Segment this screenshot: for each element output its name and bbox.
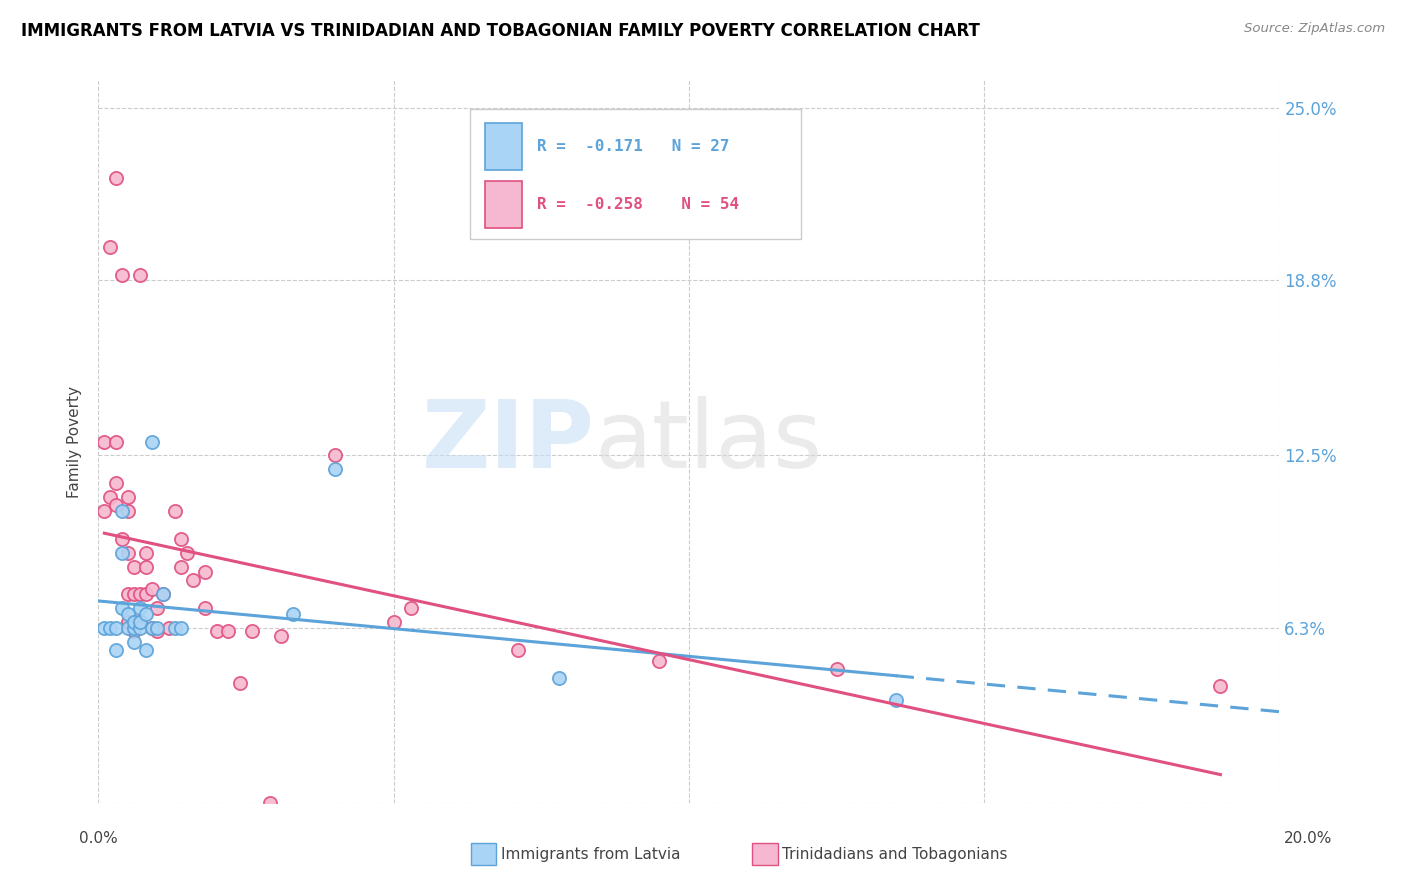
Point [105, 643, 128, 657]
Point [117, 615, 139, 630]
FancyBboxPatch shape [485, 181, 523, 227]
Point [135, 587, 157, 601]
Point [111, 601, 134, 615]
Point [259, 796, 281, 810]
Text: Trinidadians and Tobagonians: Trinidadians and Tobagonians [782, 847, 1007, 862]
Point [170, 532, 193, 546]
Text: R =  -0.171   N = 27: R = -0.171 N = 27 [537, 139, 730, 154]
Point [548, 671, 571, 685]
Point [117, 546, 139, 560]
Point [146, 621, 169, 635]
Point [283, 607, 305, 621]
Text: Immigrants from Latvia: Immigrants from Latvia [501, 847, 681, 862]
Point [323, 449, 346, 463]
Point [194, 565, 217, 579]
Y-axis label: Family Poverty: Family Poverty [67, 385, 83, 498]
Point [825, 662, 848, 676]
Point [141, 582, 163, 596]
Text: 20.0%: 20.0% [1284, 831, 1331, 846]
Point [170, 621, 193, 635]
Point [240, 624, 263, 638]
Point [170, 559, 193, 574]
Point [884, 693, 907, 707]
Point [105, 621, 128, 635]
Point [128, 268, 150, 282]
Text: IMMIGRANTS FROM LATVIA VS TRINIDADIAN AND TOBAGONIAN FAMILY POVERTY CORRELATION : IMMIGRANTS FROM LATVIA VS TRINIDADIAN AN… [21, 22, 980, 40]
Point [165, 504, 187, 518]
Point [506, 643, 529, 657]
Point [135, 559, 157, 574]
Point [128, 615, 150, 630]
Point [141, 621, 163, 635]
Point [117, 607, 139, 621]
Text: R =  -0.258    N = 54: R = -0.258 N = 54 [537, 197, 738, 211]
Point [648, 654, 671, 668]
Point [98, 490, 121, 504]
Point [93, 621, 115, 635]
Point [157, 621, 180, 635]
Point [146, 601, 169, 615]
Point [122, 624, 145, 638]
Point [117, 490, 139, 504]
Point [117, 587, 139, 601]
Point [117, 504, 139, 518]
Point [98, 621, 121, 635]
Point [93, 504, 115, 518]
Point [194, 601, 217, 615]
Point [105, 499, 128, 513]
Point [401, 601, 423, 615]
Point [270, 629, 292, 643]
Text: 0.0%: 0.0% [79, 831, 118, 846]
Text: ZIP: ZIP [422, 395, 595, 488]
Point [135, 546, 157, 560]
Point [1209, 679, 1232, 693]
Point [323, 462, 346, 476]
Point [98, 240, 121, 254]
FancyBboxPatch shape [485, 123, 523, 169]
Point [128, 615, 150, 630]
Point [141, 621, 163, 635]
Point [128, 587, 150, 601]
Text: Source: ZipAtlas.com: Source: ZipAtlas.com [1244, 22, 1385, 36]
Point [135, 643, 157, 657]
Point [111, 504, 134, 518]
FancyBboxPatch shape [471, 109, 801, 239]
Point [122, 615, 145, 630]
Point [93, 434, 115, 449]
Point [181, 574, 204, 588]
Point [105, 434, 128, 449]
Point [122, 615, 145, 630]
Point [229, 676, 252, 690]
Point [128, 601, 150, 615]
Point [117, 621, 139, 635]
Point [122, 621, 145, 635]
Point [165, 621, 187, 635]
Point [135, 607, 157, 621]
Point [105, 170, 128, 185]
Point [111, 268, 134, 282]
Point [382, 615, 405, 630]
Point [141, 434, 163, 449]
Point [111, 546, 134, 560]
Point [152, 587, 174, 601]
Point [122, 559, 145, 574]
Point [122, 587, 145, 601]
Point [128, 621, 150, 635]
Point [111, 532, 134, 546]
Point [217, 624, 239, 638]
Point [146, 624, 169, 638]
Point [105, 476, 128, 491]
Text: atlas: atlas [595, 395, 823, 488]
Point [122, 634, 145, 648]
Point [205, 624, 228, 638]
Point [152, 587, 174, 601]
Point [176, 546, 198, 560]
